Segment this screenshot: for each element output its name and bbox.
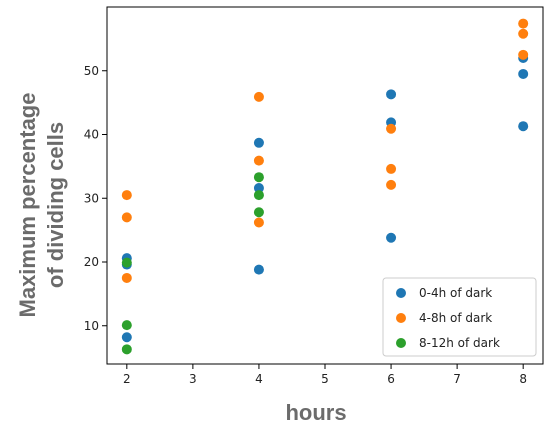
y-tick-label: 20 [84,255,99,269]
data-point-series-1 [253,155,264,166]
data-point-series-1 [121,272,132,283]
y-axis-label: Maximum percentage of dividing cells [15,93,68,318]
data-point-series-1 [253,91,264,102]
x-tick-label: 3 [189,372,197,386]
legend: 0-4h of dark 4-8h of dark 8-12h of dark [382,277,537,357]
data-point-series-2 [121,257,132,268]
legend-marker-2 [396,338,406,348]
x-axis-label: hours [285,400,346,425]
data-point-series-2 [253,207,264,218]
x-tick-label: 4 [255,372,263,386]
data-point-series-0 [386,89,397,100]
legend-marker-1 [396,313,406,323]
data-point-series-1 [518,28,529,39]
data-point-series-2 [253,190,264,201]
data-point-series-2 [253,172,264,183]
data-point-series-0 [518,68,529,79]
data-point-series-1 [386,123,397,134]
data-point-series-1 [518,49,529,60]
data-point-series-1 [386,163,397,174]
x-tick-label: 8 [519,372,527,386]
data-point-series-2 [121,320,132,331]
data-point-series-0 [386,232,397,243]
data-point-series-1 [121,190,132,201]
legend-marker-0 [396,288,406,298]
data-point-series-0 [253,137,264,148]
data-point-series-1 [518,18,529,29]
data-point-series-1 [386,179,397,190]
legend-label-0: 0-4h of dark [419,286,492,300]
legend-box [382,277,537,357]
x-tick-label: 6 [387,372,395,386]
data-point-series-0 [518,121,529,132]
x-tick-label: 5 [321,372,329,386]
data-point-series-1 [253,217,264,228]
data-point-series-1 [121,212,132,223]
y-axis-label-line-2: of dividing cells [43,122,68,288]
x-tick-label: 2 [123,372,131,386]
data-point-series-0 [121,332,132,343]
legend-label-1: 4-8h of dark [419,311,492,325]
y-tick-label: 40 [84,128,99,142]
x-tick-label: 7 [453,372,461,386]
x-axis-ticks: 2 3 4 5 6 7 8 [123,364,527,386]
legend-label-2: 8-12h of dark [419,336,500,350]
y-axis-label-line-1: Maximum percentage [15,93,40,318]
y-axis-ticks: 10 20 30 40 50 [84,64,107,333]
y-tick-label: 30 [84,191,99,205]
data-point-series-0 [253,264,264,275]
y-tick-label: 50 [84,64,99,78]
data-point-series-0 [253,183,264,194]
data-point-series-2 [121,344,132,355]
data-points [121,18,529,355]
y-tick-label: 10 [84,319,99,333]
